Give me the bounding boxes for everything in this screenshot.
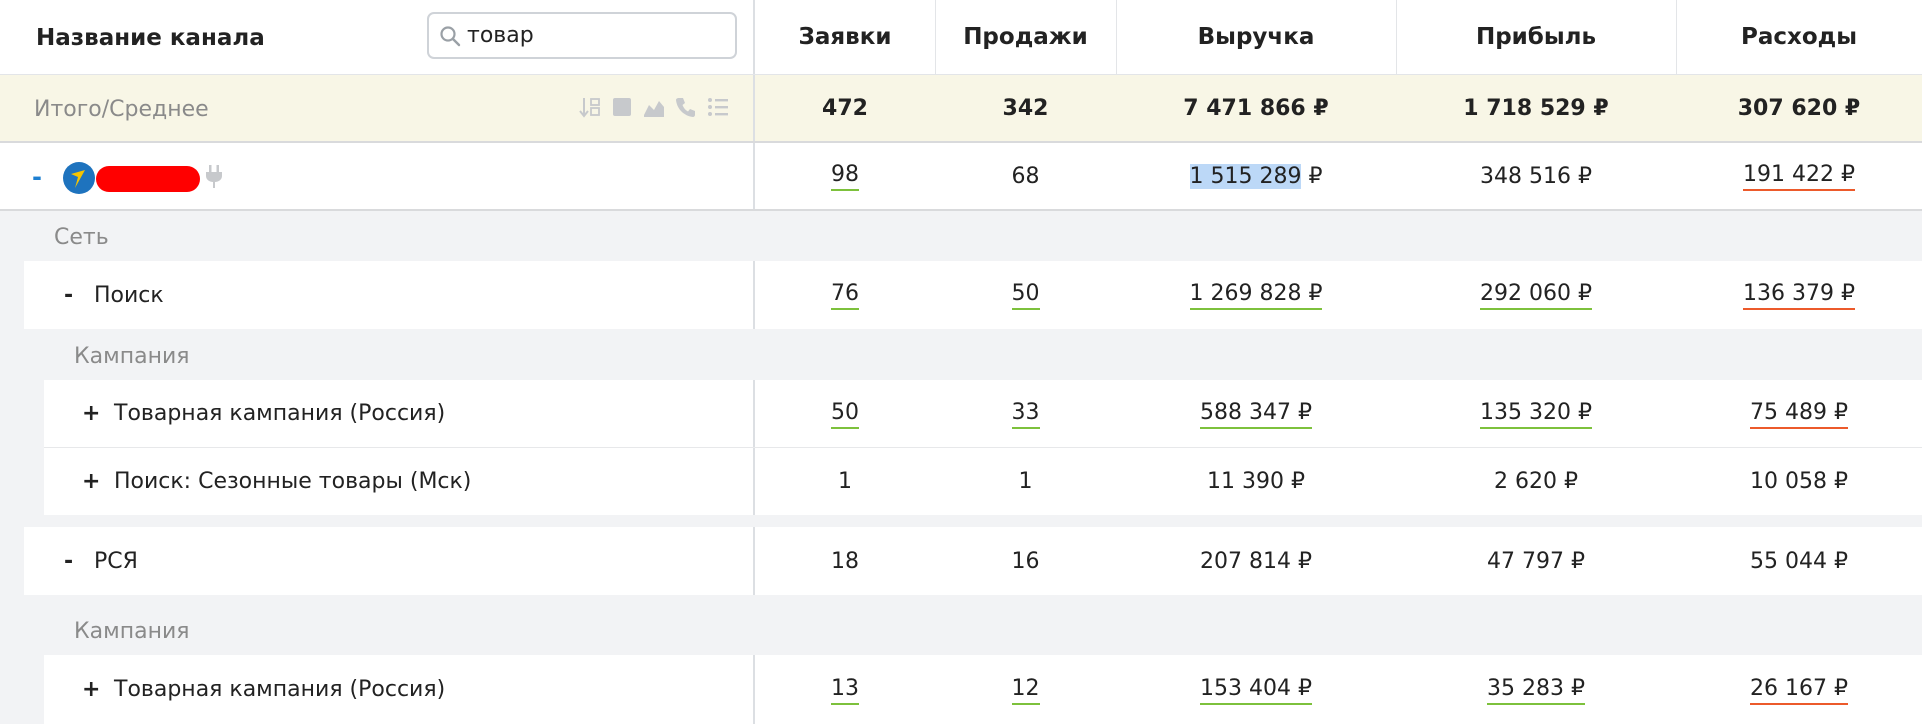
campaign-revenue-link[interactable]: 588 347 ₽ [1200, 399, 1312, 429]
channel-profit: 348 516 ₽ [1480, 163, 1592, 189]
column-header-profit[interactable]: Прибыль [1475, 24, 1597, 50]
network-row-search[interactable]: - Поиск 76 50 1 269 828 ₽ 292 060 ₽ 136 … [24, 261, 1922, 329]
network-group: Сеть - Поиск 76 50 1 269 828 ₽ 292 060 ₽… [0, 211, 1922, 724]
column-divider [753, 655, 755, 724]
group-label-campaign: Кампания [74, 619, 190, 644]
campaign-row[interactable]: + Товарная кампания (Россия) 50 33 588 3… [44, 380, 1922, 447]
column-divider [1396, 0, 1397, 75]
campaign-name: Товарная кампания (Россия) [114, 677, 446, 702]
search-expenses-link[interactable]: 136 379 ₽ [1743, 280, 1855, 310]
phone-icon[interactable] [674, 95, 698, 119]
redacted-channel-name [96, 166, 200, 192]
rsya-sales: 16 [1011, 548, 1040, 574]
column-divider [753, 448, 755, 515]
campaign-requests-link[interactable]: 50 [831, 399, 859, 429]
rsya-revenue: 207 814 ₽ [1200, 548, 1312, 574]
sort-icon[interactable] [578, 95, 602, 119]
expand-toggle[interactable]: + [82, 401, 101, 426]
search-profit-link[interactable]: 292 060 ₽ [1480, 280, 1592, 310]
collapse-toggle[interactable]: - [64, 282, 74, 308]
campaign-row[interactable]: + Товарная кампания (Россия) 13 12 153 4… [44, 655, 1922, 724]
column-divider [753, 75, 755, 141]
total-row: Итого/Среднее 472 342 7 471 866 ₽ 1 718 … [0, 75, 1922, 143]
plug-icon [204, 163, 224, 193]
channel-row[interactable]: - 98 68 1 515 289 ₽ 348 516 ₽ 191 422 ₽ [0, 143, 1922, 211]
column-divider [935, 0, 936, 75]
campaign-revenue-link[interactable]: 153 404 ₽ [1200, 675, 1312, 705]
column-header-requests[interactable]: Заявки [798, 24, 892, 50]
table-header: Название канала Заявки Продажи Выручка П… [0, 0, 1922, 75]
expand-toggle[interactable]: + [82, 469, 101, 494]
campaign-expenses-link[interactable]: 75 489 ₽ [1750, 399, 1848, 429]
search-icon [440, 25, 461, 46]
column-divider [753, 527, 755, 595]
column-divider [1116, 0, 1117, 75]
campaign-profit: 2 620 ₽ [1494, 469, 1578, 494]
campaign-revenue: 11 390 ₽ [1207, 469, 1305, 494]
column-divider [753, 261, 755, 329]
channel-sales: 68 [1011, 163, 1040, 189]
total-requests: 472 [822, 95, 868, 121]
collapse-toggle[interactable]: - [64, 548, 74, 574]
collapse-toggle[interactable]: - [32, 163, 42, 191]
campaign-row[interactable]: + Поиск: Сезонные товары (Мск) 1 1 11 39… [44, 448, 1922, 515]
column-header-sales[interactable]: Продажи [963, 24, 1088, 50]
campaign-sales-link[interactable]: 12 [1011, 675, 1040, 705]
campaign-profit-link[interactable]: 135 320 ₽ [1480, 399, 1592, 429]
group-label-campaign: Кампания [74, 344, 190, 369]
total-profit: 1 718 529 ₽ [1463, 95, 1609, 121]
total-label: Итого/Среднее [34, 96, 209, 122]
column-header-expenses[interactable]: Расходы [1740, 24, 1858, 50]
campaign-requests-link[interactable]: 13 [831, 675, 859, 705]
channel-requests-link[interactable]: 98 [831, 161, 859, 191]
network-row-rsya[interactable]: - РСЯ 18 16 207 814 ₽ 47 797 ₽ 55 044 ₽ [24, 527, 1922, 595]
channel-expenses-link[interactable]: 191 422 ₽ [1743, 161, 1855, 191]
total-expenses: 307 620 ₽ [1737, 95, 1861, 121]
campaign-name: Товарная кампания (Россия) [114, 401, 446, 426]
search-revenue-link[interactable]: 1 269 828 ₽ [1189, 280, 1323, 310]
search-sales-link[interactable]: 50 [1011, 280, 1040, 310]
search-requests-link[interactable]: 76 [831, 280, 859, 310]
total-toolbar [578, 95, 730, 119]
channel-logo-icon [62, 161, 96, 199]
chart-icon[interactable] [642, 95, 666, 119]
rsya-profit: 47 797 ₽ [1487, 548, 1585, 574]
network-name: РСЯ [94, 548, 138, 574]
campaign-sales: 1 [1018, 469, 1033, 494]
currency-sign: ₽ [1301, 163, 1323, 189]
campaign-profit-link[interactable]: 35 283 ₽ [1487, 675, 1585, 705]
column-header-revenue[interactable]: Выручка [1197, 24, 1315, 50]
rsya-requests: 18 [831, 548, 859, 574]
channel-name-column-header[interactable]: Название канала [36, 24, 265, 51]
network-name: Поиск [94, 282, 164, 308]
group-label-network: Сеть [54, 225, 109, 250]
campaign-name: Поиск: Сезонные товары (Мск) [114, 469, 472, 494]
campaign-expenses: 10 058 ₽ [1750, 469, 1848, 494]
channel-search[interactable] [427, 12, 737, 59]
expand-toggle[interactable]: + [82, 677, 101, 702]
total-sales: 342 [1002, 95, 1049, 121]
campaign-requests: 1 [838, 469, 852, 494]
column-divider [753, 143, 755, 209]
search-input[interactable] [467, 23, 727, 48]
channel-revenue-selected: 1 515 289 [1189, 163, 1302, 189]
row-divider [44, 447, 1922, 448]
campaign-expenses-link[interactable]: 26 167 ₽ [1750, 675, 1848, 705]
square-icon[interactable] [610, 95, 634, 119]
rsya-expenses: 55 044 ₽ [1750, 548, 1848, 574]
campaign-sales-link[interactable]: 33 [1011, 399, 1040, 429]
column-divider [753, 380, 755, 447]
column-divider [1676, 0, 1677, 75]
column-divider [753, 0, 755, 74]
total-revenue: 7 471 866 ₽ [1183, 95, 1329, 121]
list-icon[interactable] [706, 95, 730, 119]
